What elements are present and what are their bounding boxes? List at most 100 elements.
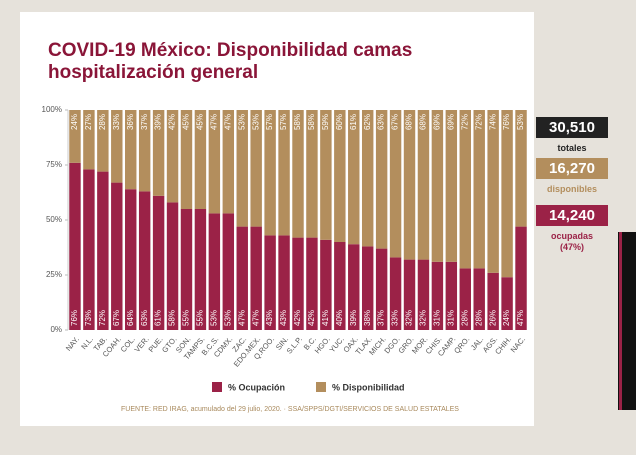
bar-segment bbox=[152, 110, 165, 196]
bar-segment bbox=[292, 110, 304, 238]
side-stripe bbox=[619, 232, 622, 410]
y-tick-label: 25% bbox=[46, 270, 62, 279]
bar-segment bbox=[389, 110, 402, 258]
summary-item: 30,510 totales bbox=[536, 117, 608, 154]
value-label: 58% bbox=[307, 114, 316, 130]
bar-segment bbox=[166, 110, 179, 203]
bar-segment bbox=[320, 239, 332, 330]
bar-segment bbox=[515, 110, 527, 227]
bar-segment bbox=[152, 195, 165, 330]
bar-segment bbox=[403, 259, 416, 330]
summary-item: 14,240 ocupadas (47%) bbox=[536, 205, 608, 253]
bar-segment bbox=[445, 261, 458, 330]
value-label: 28% bbox=[460, 310, 469, 326]
bar-segment bbox=[138, 191, 151, 330]
value-label: 76% bbox=[502, 114, 511, 130]
bar-segment bbox=[501, 277, 513, 330]
value-label: 39% bbox=[154, 114, 163, 130]
bar-segment bbox=[459, 268, 471, 330]
summary-number: 30,510 bbox=[536, 117, 608, 138]
value-label: 37% bbox=[377, 310, 386, 326]
bar-segment bbox=[348, 244, 360, 330]
bar-segment bbox=[222, 213, 235, 330]
value-label: 31% bbox=[446, 310, 455, 326]
bar-segment bbox=[320, 110, 332, 240]
bar-segment bbox=[111, 110, 123, 183]
bar-segment bbox=[306, 110, 318, 238]
value-label: 36% bbox=[126, 114, 135, 130]
bar-segment bbox=[208, 110, 221, 214]
bar-segment bbox=[292, 237, 304, 330]
value-label: 47% bbox=[237, 310, 246, 326]
value-label: 72% bbox=[474, 114, 483, 130]
bar-segment bbox=[334, 110, 346, 242]
value-label: 32% bbox=[419, 310, 428, 326]
summary-label: disponibles bbox=[546, 184, 597, 194]
y-tick-label: 0% bbox=[50, 325, 62, 334]
bar-segment bbox=[264, 110, 276, 236]
bar-segment bbox=[417, 259, 430, 330]
value-label: 41% bbox=[321, 310, 330, 326]
y-tick-label: 75% bbox=[46, 160, 62, 169]
bar-segment bbox=[389, 257, 402, 330]
value-label: 47% bbox=[516, 310, 525, 326]
value-label: 73% bbox=[84, 310, 93, 326]
value-label: 33% bbox=[391, 310, 400, 326]
summary-number: 16,270 bbox=[536, 158, 608, 179]
value-label: 38% bbox=[363, 310, 372, 326]
value-label: 45% bbox=[182, 114, 191, 130]
bar-segment bbox=[348, 110, 360, 245]
value-label: 31% bbox=[433, 310, 442, 326]
legend-swatch bbox=[212, 382, 222, 392]
value-label: 57% bbox=[279, 114, 288, 130]
value-label: 72% bbox=[98, 310, 107, 326]
bar-segment bbox=[278, 235, 290, 330]
bar-segment bbox=[501, 110, 513, 278]
bar-segment bbox=[445, 110, 458, 262]
bar-segment bbox=[194, 209, 207, 330]
value-label: 62% bbox=[363, 114, 372, 130]
value-label: 47% bbox=[251, 310, 260, 326]
y-tick-label: 100% bbox=[42, 105, 62, 114]
value-label: 61% bbox=[349, 114, 358, 130]
value-label: 47% bbox=[223, 114, 232, 130]
chart-title: COVID-19 México: Disponibilidad camas ho… bbox=[48, 40, 413, 83]
bar-segment bbox=[361, 110, 374, 247]
value-label: 53% bbox=[516, 114, 525, 130]
bar-segment bbox=[138, 110, 151, 192]
value-label: 28% bbox=[98, 114, 107, 130]
bar-segment bbox=[97, 171, 109, 330]
summary-label: totales bbox=[557, 143, 587, 153]
value-label: 40% bbox=[335, 310, 344, 326]
value-label: 37% bbox=[140, 114, 149, 130]
bar-segment bbox=[306, 237, 318, 330]
legend-swatch bbox=[316, 382, 326, 392]
side-block bbox=[618, 232, 636, 410]
summary-item: 16,270 disponibles bbox=[536, 158, 608, 195]
bar-segment bbox=[473, 110, 485, 269]
bar-segment bbox=[403, 110, 416, 260]
value-label: 74% bbox=[488, 114, 497, 130]
value-label: 67% bbox=[112, 310, 121, 326]
bar-segment bbox=[111, 182, 123, 330]
value-label: 53% bbox=[237, 114, 246, 130]
bar-segment bbox=[125, 110, 137, 190]
bar-segment bbox=[236, 110, 248, 227]
bar-segment bbox=[431, 261, 444, 330]
value-label: 67% bbox=[391, 114, 400, 130]
bar-segment bbox=[166, 202, 179, 330]
bar-segment bbox=[375, 110, 388, 249]
value-label: 72% bbox=[460, 114, 469, 130]
bar-segment bbox=[264, 235, 276, 330]
bar-segment bbox=[125, 189, 137, 330]
value-label: 43% bbox=[265, 310, 274, 326]
summary-label: ocupadas (47%) bbox=[550, 231, 593, 252]
value-label: 69% bbox=[446, 114, 455, 130]
value-label: 59% bbox=[321, 114, 330, 130]
bar-segment bbox=[473, 268, 485, 330]
value-label: 58% bbox=[293, 114, 302, 130]
summary-number: 14,240 bbox=[536, 205, 608, 226]
bar-segment bbox=[250, 226, 262, 330]
